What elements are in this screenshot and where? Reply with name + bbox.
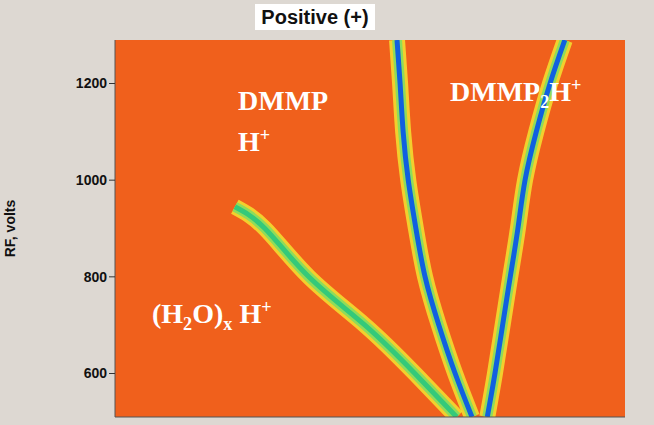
- html-text:D M M P2H+: D M M P2H+: [450, 75, 582, 112]
- svg-text:1000: 1000: [76, 172, 107, 188]
- html-text:(H2O)x H+: (H2O)x H+: [152, 297, 272, 334]
- svg-text:800: 800: [84, 269, 108, 285]
- html-text:D M M P: D M M P: [238, 85, 327, 116]
- svg-text:600: 600: [84, 365, 108, 381]
- svg-text:1200: 1200: [76, 75, 107, 91]
- svg-text:RF, volts: RF, volts: [2, 200, 18, 258]
- html-text:H+: H+: [238, 125, 271, 158]
- html-text:Positive (+): Positive (+): [261, 6, 369, 28]
